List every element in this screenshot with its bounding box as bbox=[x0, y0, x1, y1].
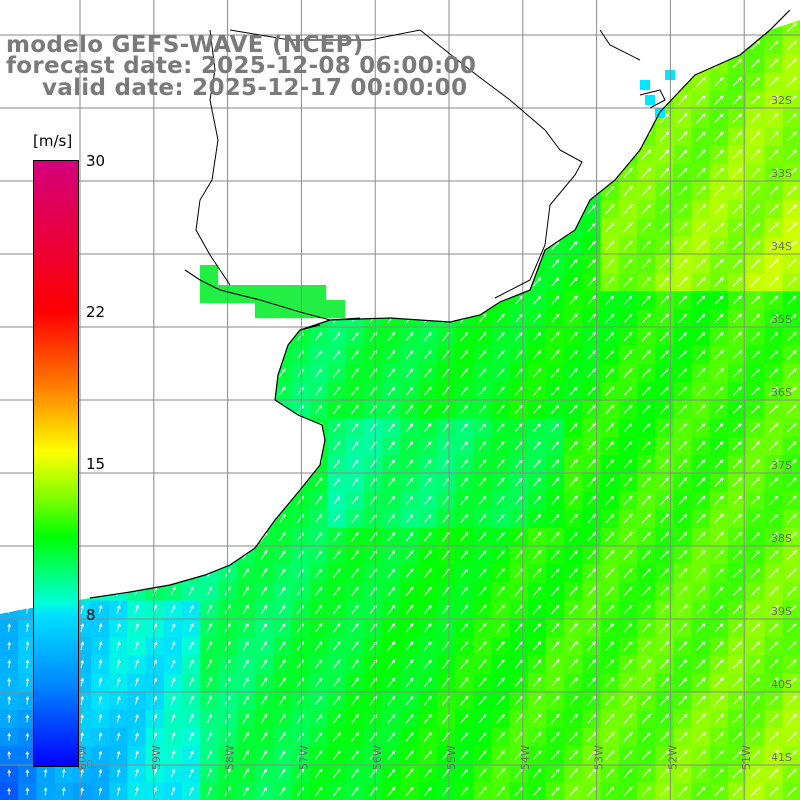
colorbar-tick-0: 0 bbox=[86, 758, 93, 771]
lon-label: 57W bbox=[297, 745, 310, 770]
lat-label: 34S bbox=[771, 240, 792, 253]
colorbar-tick-22: 22 bbox=[86, 303, 106, 321]
lat-label: 35S bbox=[771, 313, 792, 326]
lat-label: 32S bbox=[771, 94, 792, 107]
lat-label: 41S bbox=[771, 751, 792, 764]
lat-label: 39S bbox=[771, 605, 792, 618]
border-line bbox=[195, 29, 666, 299]
lon-label: 55W bbox=[445, 745, 458, 770]
lon-label: 58W bbox=[224, 745, 237, 770]
title-model: modelo GEFS-WAVE (NCEP) bbox=[6, 32, 364, 58]
coastline bbox=[89, 9, 791, 599]
colorbar-tick-8: 8 bbox=[86, 606, 96, 624]
lon-label: 53W bbox=[593, 745, 606, 770]
colorbar-tick-30: 30 bbox=[86, 152, 106, 170]
lon-label: 52W bbox=[666, 745, 679, 770]
title-valid-date: valid date: 2025-12-17 00:00:00 bbox=[42, 75, 468, 101]
colorbar-unit: [m/s] bbox=[33, 132, 73, 150]
title-forecast-date: forecast date: 2025-12-08 06:00:00 bbox=[6, 53, 477, 79]
lon-label: 54W bbox=[519, 745, 532, 770]
lat-label: 38S bbox=[771, 532, 792, 545]
lon-label: 56W bbox=[371, 745, 384, 770]
lon-label: 51W bbox=[740, 745, 753, 770]
lat-label: 40S bbox=[771, 678, 792, 691]
lat-label: 37S bbox=[771, 459, 792, 472]
lon-label: 60W bbox=[76, 745, 89, 770]
lon-label: 59W bbox=[150, 745, 163, 770]
lat-label: 33S bbox=[771, 167, 792, 180]
colorbar bbox=[33, 160, 79, 767]
coastline-estuary bbox=[184, 269, 361, 331]
lagoon-area bbox=[200, 70, 675, 319]
colorbar-tick-15: 15 bbox=[86, 455, 106, 473]
lat-label: 36S bbox=[771, 386, 792, 399]
